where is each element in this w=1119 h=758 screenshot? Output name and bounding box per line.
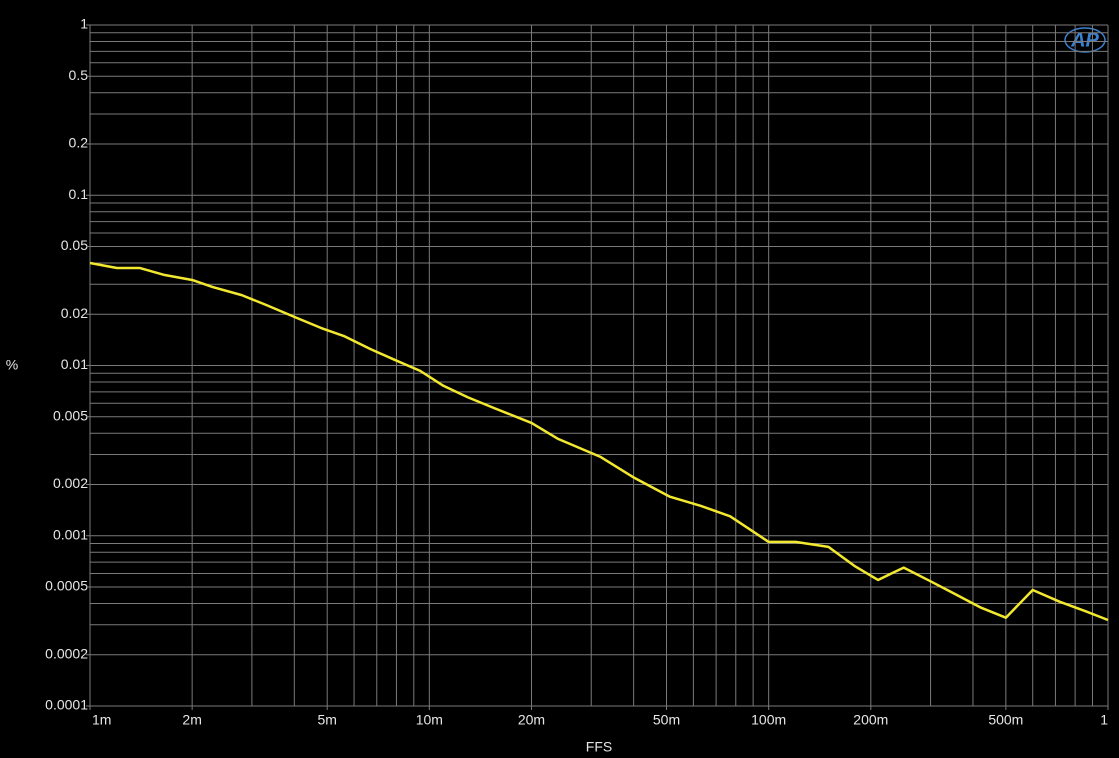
x-tick-label: 50m	[653, 712, 680, 728]
x-tick-label: 100m	[751, 712, 786, 728]
y-tick-label: 0.002	[53, 475, 88, 491]
y-tick-label: 0.0001	[45, 697, 88, 713]
x-tick-label: 10m	[416, 712, 443, 728]
data-line	[89, 261, 1109, 622]
y-tick-label: 0.0005	[45, 578, 88, 594]
y-tick-label: 0.1	[69, 186, 89, 202]
x-tick-label: 20m	[518, 712, 545, 728]
x-tick-label: 5m	[317, 712, 336, 728]
logo-ring	[1064, 27, 1106, 53]
y-tick-label: 0.01	[61, 356, 88, 372]
y-tick-label: 0.001	[53, 526, 88, 542]
y-tick-label: 0.2	[69, 135, 89, 151]
x-tick-label: 2m	[182, 712, 201, 728]
y-tick-label: 0.02	[61, 305, 88, 321]
y-tick-label: 0.0002	[45, 645, 88, 661]
x-tick-label: 200m	[853, 712, 888, 728]
x-axis-label: FFS	[586, 739, 612, 755]
x-tick-label: 1	[1100, 712, 1108, 728]
y-tick-label: 0.05	[61, 237, 88, 253]
y-axis-label: %	[6, 357, 18, 373]
y-tick-label: 0.5	[69, 67, 89, 83]
x-tick-label: 500m	[988, 712, 1023, 728]
x-tick-label: 1m	[92, 712, 111, 728]
y-tick-label: 0.005	[53, 407, 88, 423]
y-tick-label: 1	[80, 16, 88, 32]
